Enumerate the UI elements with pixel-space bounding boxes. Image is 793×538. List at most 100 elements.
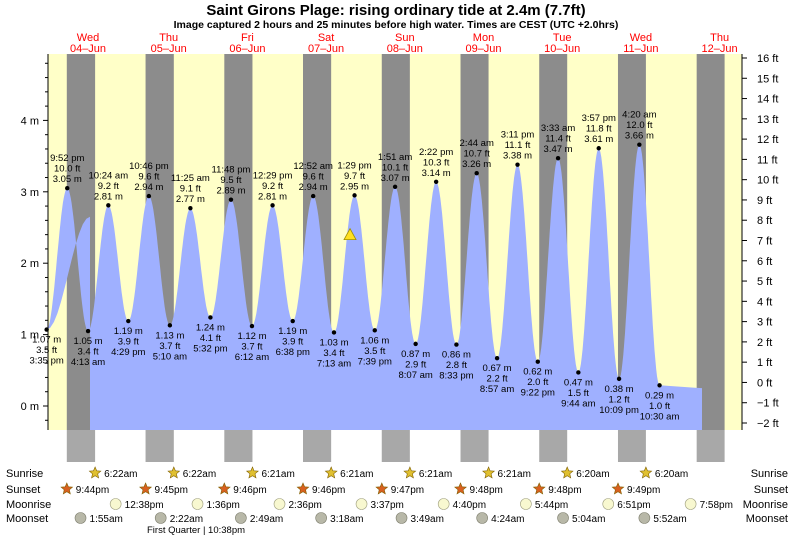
night-strip [696,430,725,462]
day-labels: Wed04–JunThu05–JunFri06–JunSat07–JunSun0… [70,32,738,55]
moonrise-time: 1:36pm [207,500,240,511]
high-tide-label: 10:24 am [89,170,129,181]
low-tide-label: 1.5 ft [568,388,589,399]
right-tick-label: 11 ft [757,154,778,166]
row-label-left: Moonset [6,513,48,525]
low-tide-label: 1.05 m [74,336,103,347]
high-tide-label: 12:29 pm [253,170,293,181]
high-tide-label: 2.77 m [176,194,205,205]
sunset-time: 9:46pm [233,485,266,496]
moonset-icon [315,512,327,524]
sunrise-time: 6:21am [261,469,294,480]
high-tide-label: 11.1 ft [505,140,531,151]
high-tide-point [106,203,111,208]
low-tide-label: 2.8 ft [446,360,467,371]
low-tide-label: 8:07 am [398,370,432,381]
high-tide-point [474,171,479,176]
moonset-icon [476,512,488,524]
high-tide-label: 9.6 ft [138,172,159,183]
low-tide-label: 5:32 pm [193,343,227,354]
moonrise-time: 5:44pm [535,500,568,511]
left-tick-label: 2 m [21,258,39,270]
high-tide-label: 3.26 m [462,159,491,170]
low-tide-label: 3.7 ft [241,342,262,353]
low-tide-label: 5:10 am [153,351,187,362]
high-tide-label: 1:29 pm [337,160,371,171]
right-tick-label: −2 ft [757,418,779,430]
low-tide-label: 0.86 m [442,350,471,361]
day-date: 06–Jun [229,43,265,55]
high-tide-label: 3:57 pm [582,113,616,124]
moonset-icon [235,512,247,524]
moonset-time: 3:18am [330,514,363,525]
high-tide-label: 2.94 m [134,182,163,193]
right-tick-label: 1 ft [757,357,772,369]
sunset-icon [611,482,625,495]
day-name: Fri [241,32,254,44]
moonset-time: 5:04am [572,514,605,525]
low-tide-label: 3.4 ft [323,348,344,359]
high-tide-label: 3:11 pm [501,130,535,141]
night-band [696,54,725,430]
high-tide-label: 2.95 m [340,181,369,192]
low-tide-point [372,328,377,333]
row-label-left: Moonrise [6,499,51,511]
right-tick-label: 16 ft [757,53,778,65]
sunset-icon [217,482,231,495]
night-strip [303,430,332,462]
right-tick-label: 15 ft [757,73,778,85]
sunset-time: 9:48pm [470,485,503,496]
sunset-icon [60,482,74,495]
left-tick-label: 3 m [21,187,39,199]
right-tick-label: 13 ft [757,114,778,126]
moonrise-time: 6:51pm [617,500,650,511]
high-tide-label: 2.81 m [94,191,123,202]
moonset-icon [557,512,569,524]
right-tick-label: 9 ft [757,195,772,207]
right-tick-label: 6 ft [757,256,772,268]
high-tide-label: 2.89 m [216,186,245,197]
low-tide-label: 0.47 m [564,377,593,388]
low-tide-label: 6:12 am [235,352,269,363]
sunset-time: 9:47pm [391,485,424,496]
high-tide-label: 4:20 am [622,110,656,121]
high-tide-label: 10.7 ft [463,149,490,160]
low-tide-label: 0.38 m [605,384,634,395]
day-date: 09–Jun [465,43,501,55]
night-strip [460,430,489,462]
low-tide-label: 1.03 m [319,337,348,348]
low-tide-label: 2.2 ft [487,374,508,385]
high-tide-label: 2.81 m [258,191,287,202]
row-label-left: Sunset [6,484,40,496]
moonset-time: 3:49am [411,514,444,525]
high-tide-point [270,203,275,208]
low-tide-label: 4:13 am [71,357,105,368]
low-tide-point [454,342,459,347]
sunset-icon [532,482,546,495]
current-tide-marker [343,227,357,241]
high-tide-label: 3.07 m [381,173,410,184]
sunset-icon [296,482,310,495]
high-tide-label: 11:25 am [171,173,210,184]
low-tide-label: 4:29 pm [111,347,145,358]
low-tide-point [535,359,540,364]
sunset-icon [454,482,467,495]
chart-title: Saint Girons Plage: rising ordinary tide… [206,2,585,19]
day-name: Sat [318,32,335,44]
low-tide-label: 2.0 ft [527,377,548,388]
night-strip [539,430,568,462]
low-tide-label: 3.5 ft [364,346,385,357]
high-tide-label: 10.3 ft [423,157,450,168]
astronomy-rows: Sunrise Sunrise Sunset Sunset Moonrise Moonri… [6,466,788,536]
moonrise-icon [437,498,450,510]
high-tide-label: 9.6 ft [303,172,324,183]
sunrise-time: 6:20am [576,469,609,480]
high-tide-point [515,162,520,167]
night-strip [66,430,96,462]
low-tide-point [208,315,213,320]
high-tide-label: 3.47 m [544,144,573,155]
left-tick-label: 1 m [21,330,39,342]
low-tide-label: 1.0 ft [649,401,670,412]
high-tide-point [228,197,234,202]
